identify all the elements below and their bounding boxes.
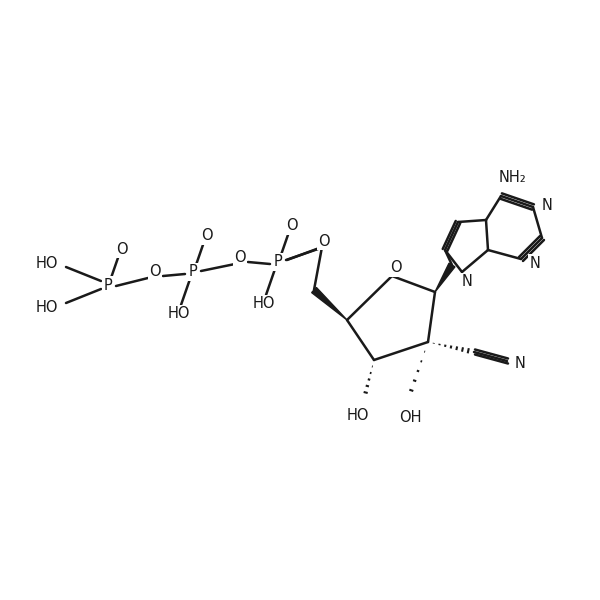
Text: O: O xyxy=(149,263,161,278)
Text: NH₂: NH₂ xyxy=(499,170,527,185)
Text: OH: OH xyxy=(399,410,421,425)
Text: N: N xyxy=(515,355,526,370)
Text: O: O xyxy=(234,250,246,265)
Text: N: N xyxy=(542,197,553,212)
Text: O: O xyxy=(318,233,330,248)
Text: P: P xyxy=(104,277,112,292)
Polygon shape xyxy=(311,287,347,320)
Text: O: O xyxy=(201,229,213,244)
Text: HO: HO xyxy=(35,256,58,271)
Text: HO: HO xyxy=(35,299,58,314)
Text: P: P xyxy=(188,265,197,280)
Text: P: P xyxy=(274,254,283,269)
Text: O: O xyxy=(286,218,298,233)
Text: HO: HO xyxy=(253,296,275,311)
Text: O: O xyxy=(390,260,402,275)
Text: HO: HO xyxy=(347,409,369,424)
Polygon shape xyxy=(435,263,455,292)
Text: N: N xyxy=(461,275,472,289)
Text: O: O xyxy=(116,241,128,257)
Text: HO: HO xyxy=(168,307,190,322)
Text: N: N xyxy=(530,256,541,271)
